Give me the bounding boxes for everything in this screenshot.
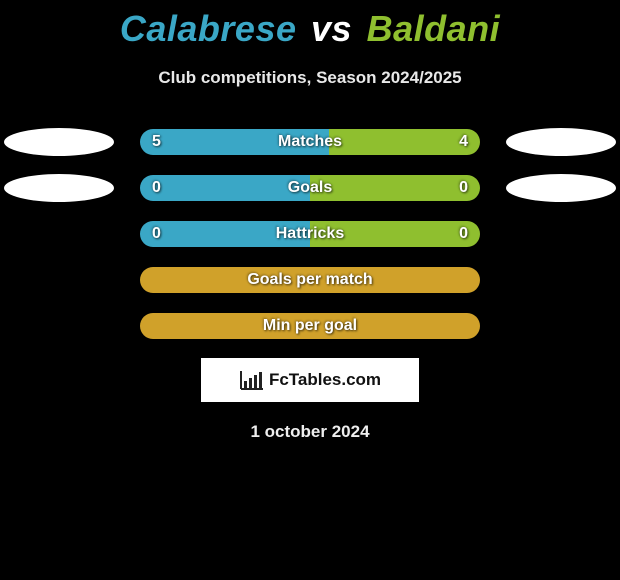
- stat-rows: 5 Matches 4 0 Goals 0 0 Hattricks 0: [0, 128, 620, 340]
- title-vs: vs: [311, 8, 352, 49]
- stat-value-right: 0: [459, 179, 468, 197]
- stat-row: Min per goal: [0, 312, 620, 340]
- comparison-infographic: Calabrese vs Baldani Club competitions, …: [0, 0, 620, 580]
- stat-label: Min per goal: [263, 317, 357, 335]
- avatar-placeholder-left: [4, 174, 114, 202]
- stat-row: 0 Goals 0: [0, 174, 620, 202]
- stat-value-right: 0: [459, 225, 468, 243]
- avatar-placeholder-left: [4, 128, 114, 156]
- stat-bar: Goals per match: [140, 267, 480, 293]
- player2-name: Baldani: [367, 8, 501, 49]
- stat-value-left: 0: [152, 179, 161, 197]
- snapshot-date: 1 october 2024: [0, 422, 620, 442]
- logo-text: FcTables.com: [269, 370, 381, 390]
- stat-bar: 5 Matches 4: [140, 129, 480, 155]
- stat-bar: 0 Goals 0: [140, 175, 480, 201]
- stat-row: 5 Matches 4: [0, 128, 620, 156]
- stat-value-left: 5: [152, 133, 161, 151]
- stat-value-right: 4: [459, 133, 468, 151]
- stat-row: Goals per match: [0, 266, 620, 294]
- logo-box: FcTables.com: [201, 358, 419, 402]
- stat-bar: Min per goal: [140, 313, 480, 339]
- stat-label: Hattricks: [276, 225, 344, 243]
- avatar-placeholder-right: [506, 128, 616, 156]
- stat-label: Goals per match: [247, 271, 372, 289]
- stat-bar: 0 Hattricks 0: [140, 221, 480, 247]
- stat-label: Goals: [288, 179, 332, 197]
- stat-row: 0 Hattricks 0: [0, 220, 620, 248]
- avatar-placeholder-right: [506, 174, 616, 202]
- logo: FcTables.com: [239, 369, 381, 391]
- barchart-icon: [239, 369, 265, 391]
- stat-label: Matches: [278, 133, 342, 151]
- player1-name: Calabrese: [120, 8, 297, 49]
- subtitle: Club competitions, Season 2024/2025: [0, 68, 620, 88]
- page-title: Calabrese vs Baldani: [0, 0, 620, 50]
- stat-value-left: 0: [152, 225, 161, 243]
